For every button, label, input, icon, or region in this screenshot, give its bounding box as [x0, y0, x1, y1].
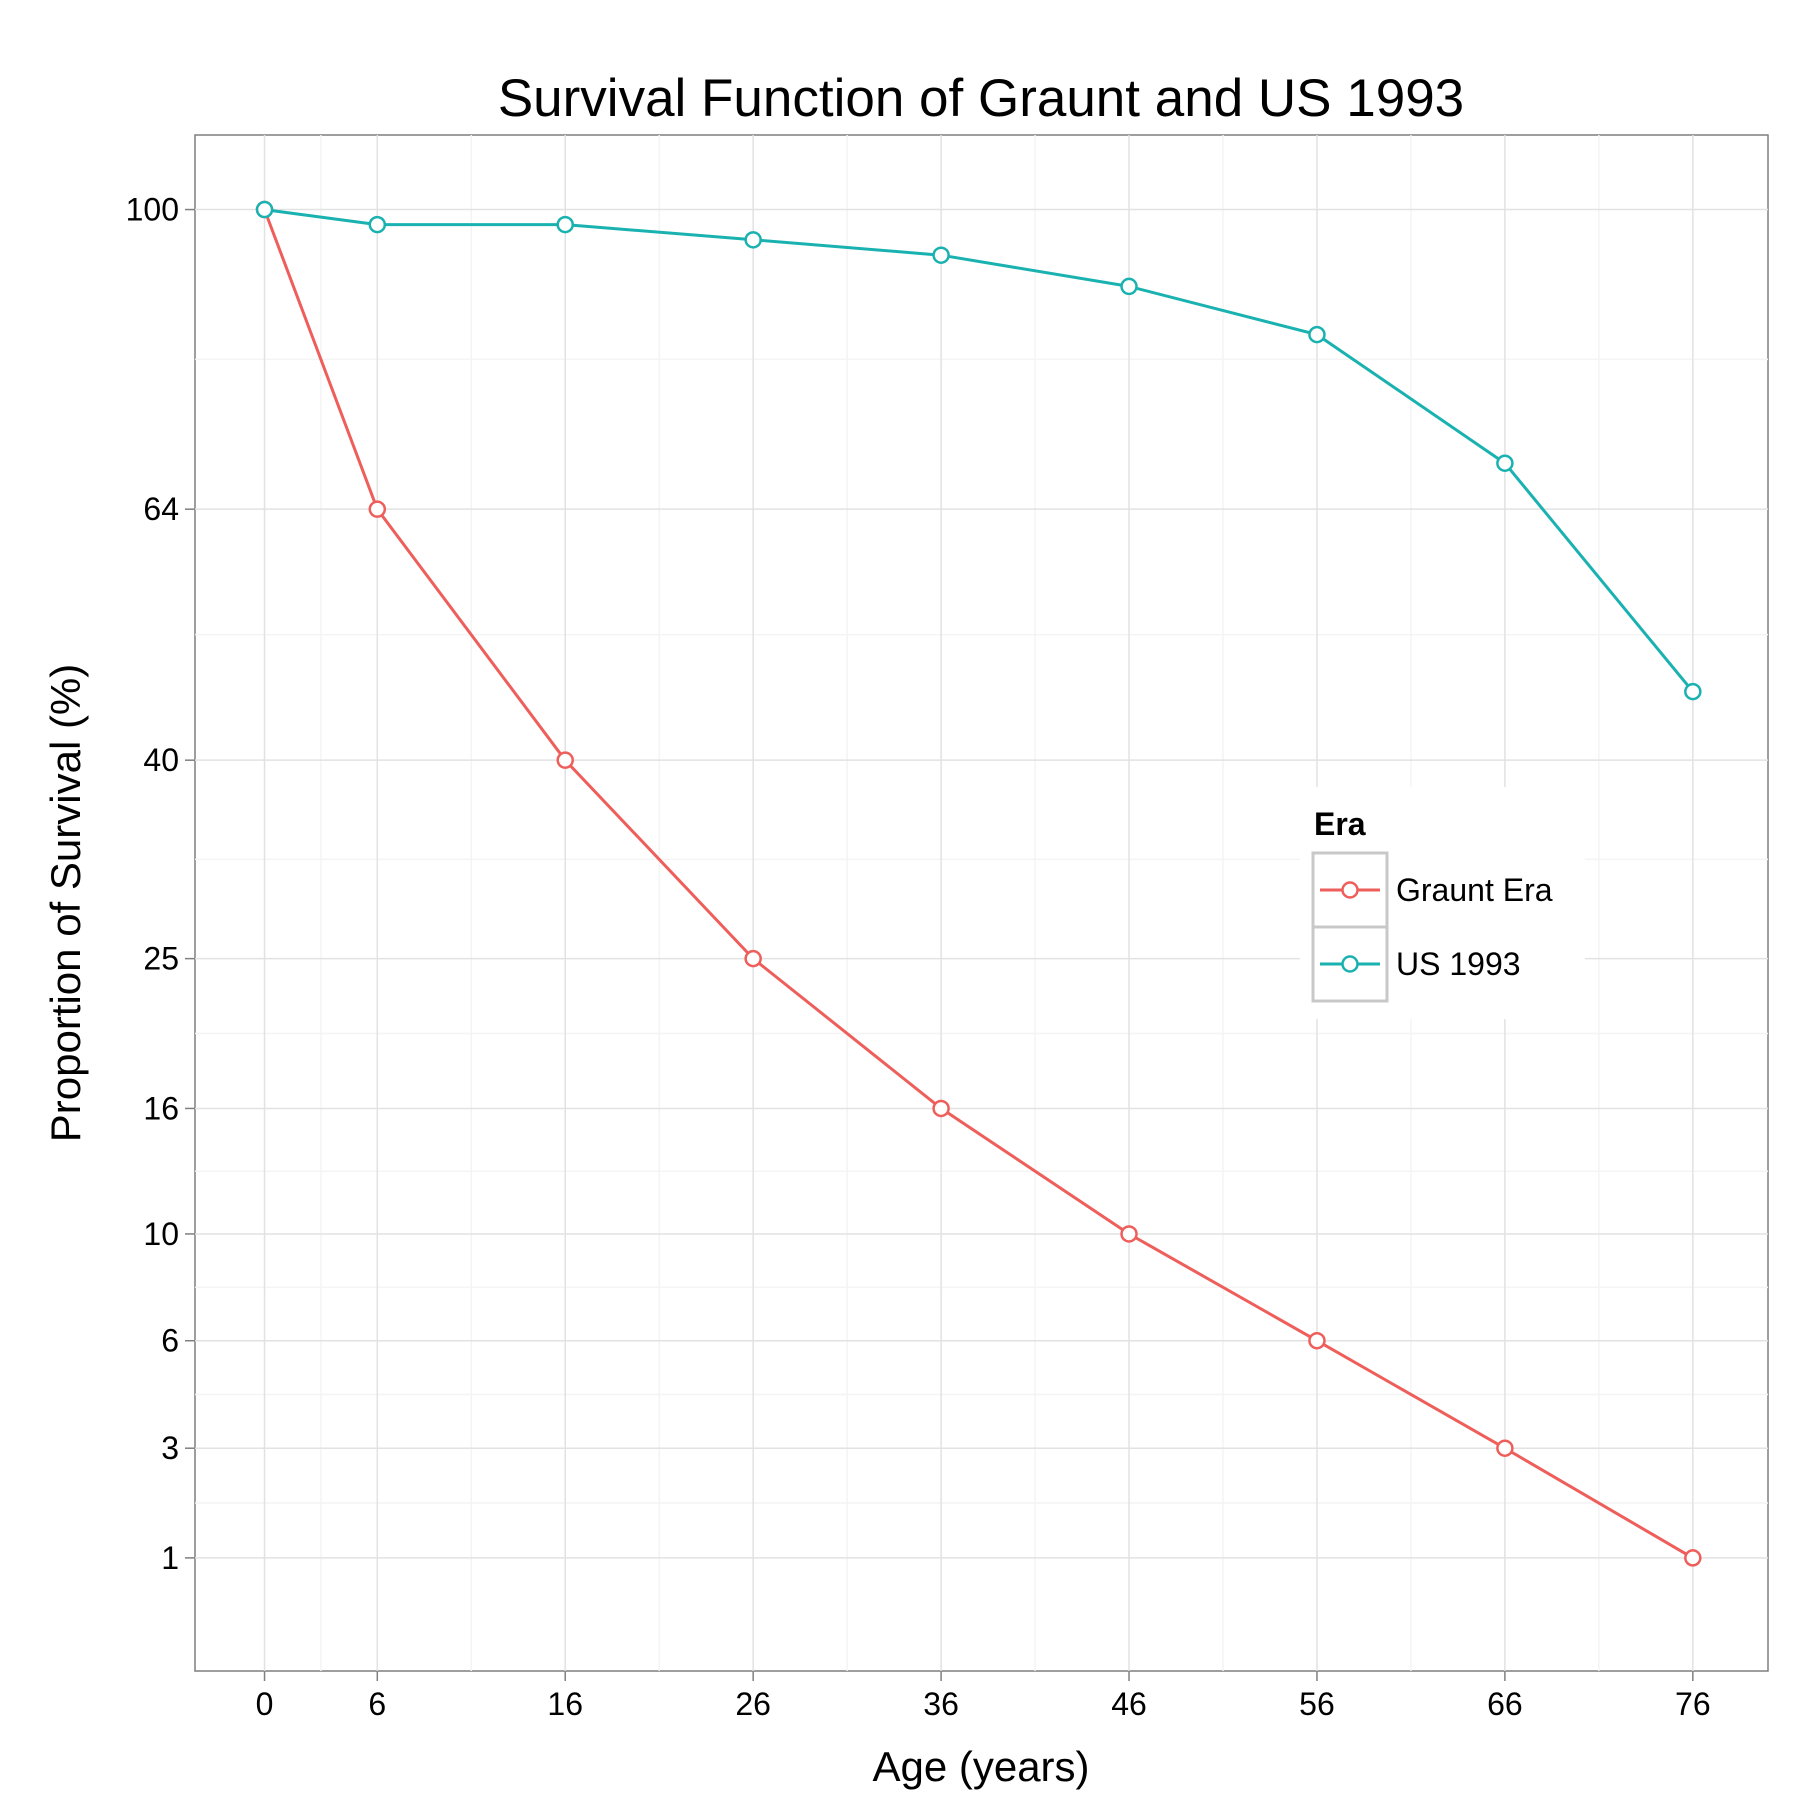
x-tick-label: 66: [1487, 1686, 1523, 1722]
legend-key-marker: [1341, 955, 1359, 973]
data-point: [744, 231, 762, 249]
legend-title: Era: [1314, 806, 1366, 842]
y-tick-label: 100: [126, 192, 179, 228]
data-point: [1120, 277, 1138, 296]
x-tick-label: 76: [1675, 1686, 1711, 1722]
y-tick-label: 10: [143, 1216, 179, 1252]
data-point: [1496, 1439, 1514, 1457]
y-tick-label: 40: [143, 742, 179, 778]
chart-title: Survival Function of Graunt and US 1993: [498, 69, 1464, 128]
x-tick-label: 36: [923, 1686, 959, 1722]
x-axis-title: Age (years): [872, 1743, 1089, 1790]
data-point: [744, 949, 762, 968]
data-point: [1308, 1331, 1326, 1350]
data-point: [556, 751, 574, 769]
data-point: [556, 215, 574, 234]
y-tick-label: 1: [161, 1540, 179, 1576]
data-point: [932, 1099, 950, 1118]
data-point: [932, 246, 950, 264]
data-point: [368, 215, 387, 234]
x-tick-label: 26: [735, 1686, 771, 1722]
y-axis: 1 3 6 10 16 25 40 64 100: [126, 192, 195, 1576]
data-point: [1120, 1225, 1138, 1243]
legend-label-graunt-era: Graunt Era: [1396, 872, 1553, 908]
data-point: [1496, 454, 1514, 472]
x-axis: 0 6 16 26 36 46 56 66 76: [256, 1671, 1711, 1722]
legend-key-marker: [1341, 881, 1359, 899]
x-tick-label: 56: [1299, 1686, 1335, 1722]
legend: Era Graunt Era US 1993: [1300, 787, 1585, 1019]
data-point: [1684, 682, 1702, 701]
x-tick-label: 16: [547, 1686, 583, 1722]
series-us-1993: [255, 200, 1702, 701]
legend-key-us-1993: US 1993: [1311, 925, 1521, 1003]
y-tick-label: 64: [143, 491, 179, 527]
y-tick-label: 25: [143, 941, 179, 977]
major-grid: [195, 135, 1768, 1671]
legend-label-us-1993: US 1993: [1396, 946, 1521, 982]
y-axis-title: Proportion of Survival (%): [42, 664, 89, 1143]
data-point: [255, 200, 274, 219]
x-tick-label: 0: [256, 1686, 274, 1722]
x-tick-label: 46: [1111, 1686, 1147, 1722]
y-tick-label: 3: [161, 1430, 179, 1466]
minor-grid: [195, 135, 1768, 1671]
x-tick-label: 6: [368, 1686, 386, 1722]
data-point: [1684, 1549, 1702, 1567]
data-point: [1308, 325, 1326, 344]
y-tick-label: 16: [143, 1090, 179, 1126]
data-point: [368, 500, 387, 518]
y-tick-label: 6: [161, 1323, 179, 1359]
series-layer: [255, 200, 1702, 1567]
